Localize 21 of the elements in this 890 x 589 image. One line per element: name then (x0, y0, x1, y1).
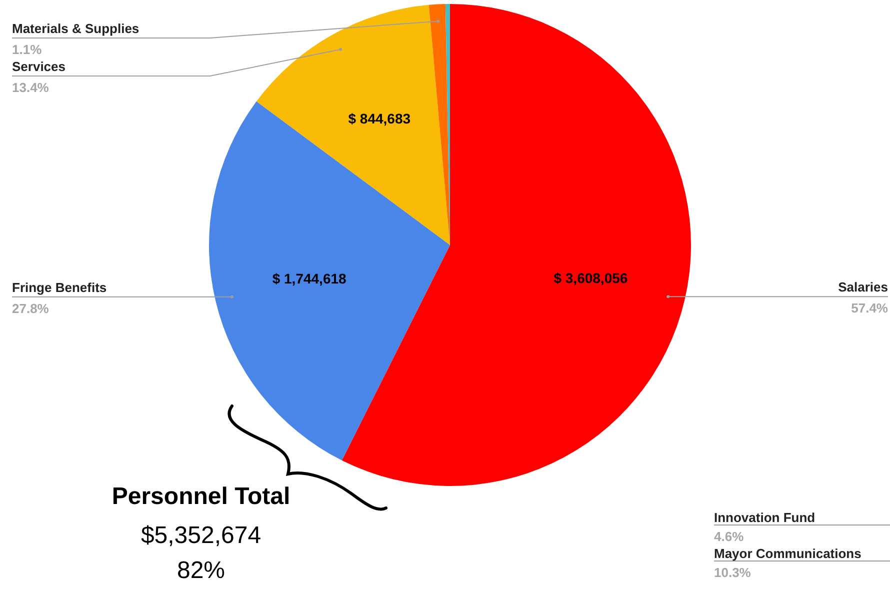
text: 13.4% (12, 80, 50, 95)
slice-label: Materials & Supplies (12, 21, 140, 36)
slice-label: Salaries (838, 280, 888, 295)
data-label: $ 844,683 (348, 110, 411, 127)
pie-slice (256, 4, 450, 245)
slice-label: Fringe Benefits (12, 280, 107, 295)
text: 4.6% (714, 529, 744, 544)
pie-slice (428, 4, 450, 245)
data-label: $ 3,608,056 (554, 270, 628, 286)
pie-slice (209, 101, 450, 460)
text: 10.3% (714, 565, 752, 580)
text: 1.1% (12, 42, 42, 57)
text: Innovation Fund (714, 510, 816, 525)
data-label: $ 1,744,618 (272, 270, 347, 286)
text: 82% (176, 557, 226, 584)
text: 27.8% (12, 300, 50, 316)
text: $5,352,674 (140, 522, 262, 549)
text: Mayor Communications (714, 546, 862, 561)
text: Personnel Total (112, 483, 290, 510)
text: 57.4% (851, 300, 888, 316)
slice-label: Services (12, 59, 66, 74)
